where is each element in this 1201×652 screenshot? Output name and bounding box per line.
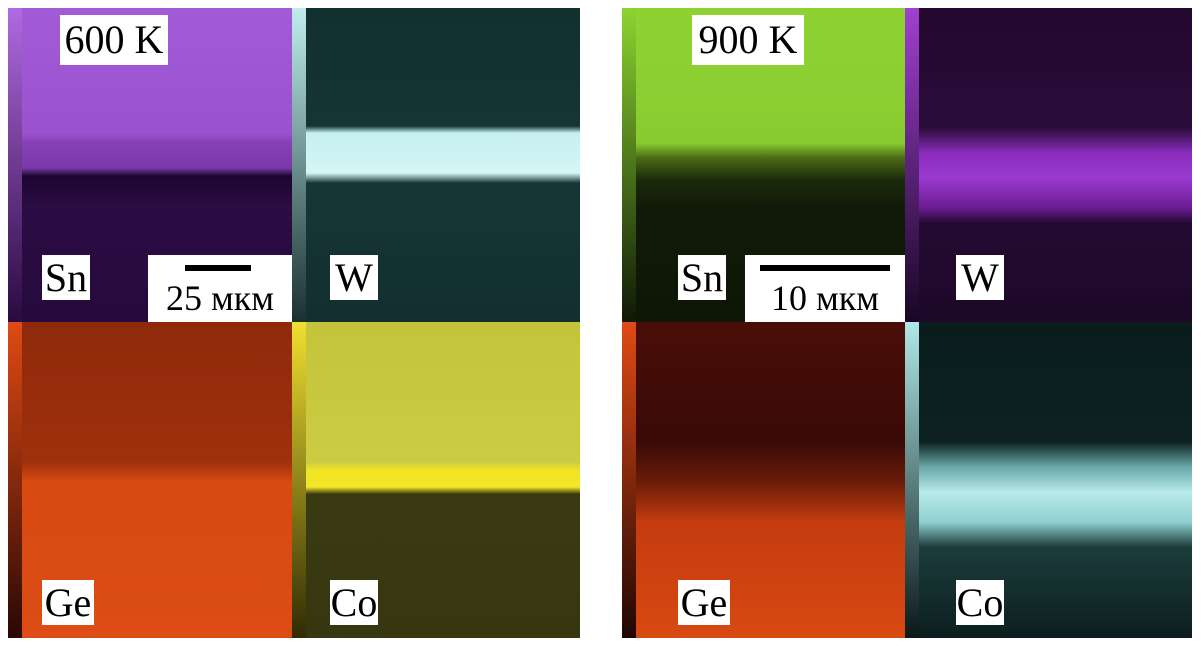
color-strip: [8, 8, 22, 322]
element-label: Co: [956, 579, 1004, 625]
color-strip: [622, 322, 636, 638]
element-label: Sn: [42, 255, 90, 300]
temperature-label: 900 K: [692, 15, 804, 65]
temperature-label: 600 K: [60, 15, 168, 65]
color-strip: [292, 322, 306, 638]
color-strip: [905, 8, 919, 322]
element-label: Co: [330, 579, 378, 625]
color-strip: [622, 8, 636, 322]
color-strip: [905, 322, 919, 638]
element-label: W: [956, 255, 1004, 300]
element-label: Sn: [678, 255, 726, 300]
map-ge: [636, 322, 905, 638]
color-strip: [292, 8, 306, 322]
scale-bar: [185, 265, 251, 271]
scale-bar: [760, 265, 890, 271]
element-label: Ge: [678, 580, 730, 625]
element-label: Ge: [42, 580, 94, 625]
element-label: W: [330, 255, 378, 300]
color-strip: [8, 322, 22, 638]
